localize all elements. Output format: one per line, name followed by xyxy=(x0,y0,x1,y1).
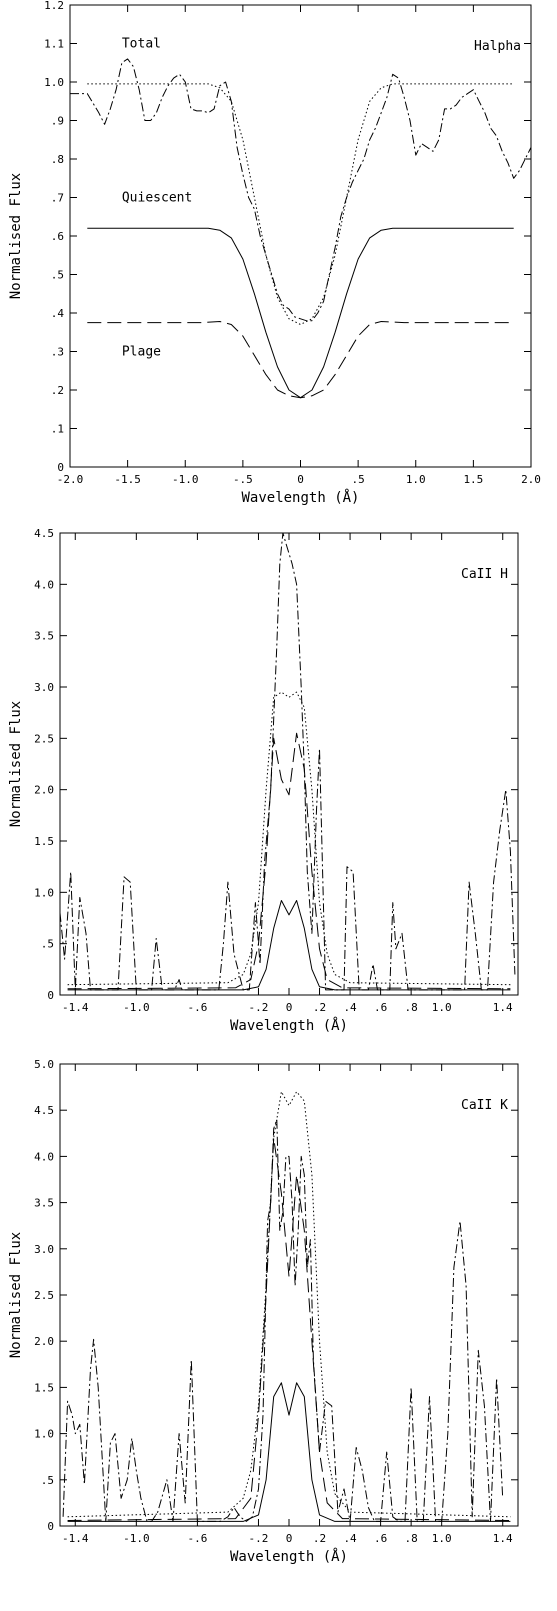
chart-panel-caii-h: -1.4 -1.0 -.6 -.2 0 .2 .4 .6 .8 1.0 1.4 0 .5 1.0 1.5 2.… xyxy=(8,527,519,1034)
y-tick-label: .3 xyxy=(51,346,64,359)
y-axis-title: Normalised Flux xyxy=(8,1232,24,1358)
y-tick-label: .1 xyxy=(51,423,64,436)
x-tick-label: .4 xyxy=(343,1532,357,1545)
y-tick-label: 0 xyxy=(47,1520,54,1533)
y-tick-label: 3.0 xyxy=(34,681,54,694)
x-tick-label: -.6 xyxy=(187,1532,207,1545)
chart-panel-halpha: -2.0 -1.5 -1.0 -.5 0 .5 1.0 1.5 2.0 0 .1 .2 .3 .4 .5 .6… xyxy=(8,0,541,506)
y-tick-label: 2.5 xyxy=(34,1289,54,1302)
series-line-longdash xyxy=(67,732,511,990)
y-tick-label: 3.0 xyxy=(34,1243,54,1256)
y-tick-label: .9 xyxy=(51,115,64,128)
x-axis-title: Wavelength (Å) xyxy=(230,1548,348,1565)
x-tick-label: .2 xyxy=(313,1001,326,1014)
x-tick-label: 1.0 xyxy=(432,1001,452,1014)
y-tick-label: .8 xyxy=(51,153,64,166)
series-line-dashdot xyxy=(70,58,532,322)
chart-panel-caii-k: -1.4 -1.0 -.6 -.2 0 .2 .4 .6 .8 1.0 1.4 0 .5 1.0 1.5 2.… xyxy=(8,1058,519,1565)
x-tick-label: .5 xyxy=(352,473,365,486)
y-tick-label: 0 xyxy=(47,989,54,1002)
x-tick-label: .8 xyxy=(405,1001,418,1014)
x-axis-title: Wavelength (Å) xyxy=(230,1017,348,1034)
x-tick-label: 2.0 xyxy=(521,473,541,486)
y-tick-label: 3.5 xyxy=(34,630,54,643)
x-tick-label: -1.4 xyxy=(62,1001,89,1014)
x-tick-label: .4 xyxy=(343,1001,357,1014)
y-tick-label: 1.0 xyxy=(44,76,64,89)
panel-annotation: CaII H xyxy=(461,567,508,582)
y-tick-label: 0 xyxy=(57,461,64,474)
x-tick-label: -2.0 xyxy=(57,473,84,486)
y-tick-label: .6 xyxy=(51,230,64,243)
y-tick-label: 5.0 xyxy=(34,1058,54,1071)
x-tick-label: 0 xyxy=(286,1532,293,1545)
x-tick-label: -.6 xyxy=(187,1001,207,1014)
series-line-longdash xyxy=(67,1137,511,1521)
y-tick-label: 1.5 xyxy=(34,1381,54,1394)
y-tick-label: .4 xyxy=(51,307,65,320)
y-tick-label: 1.5 xyxy=(34,835,54,848)
x-tick-label: .8 xyxy=(405,1532,418,1545)
y-tick-label: .7 xyxy=(51,192,64,205)
x-tick-label: 1.5 xyxy=(463,473,483,486)
series-line-solid xyxy=(67,1382,511,1522)
x-tick-label: -1.0 xyxy=(123,1001,150,1014)
x-tick-label: -.2 xyxy=(249,1532,269,1545)
series-line-dashdot xyxy=(59,532,516,991)
series-line-solid xyxy=(67,900,511,991)
curve-label: Total xyxy=(122,36,161,51)
y-tick-label: 4.0 xyxy=(34,578,54,591)
series-line-dotted xyxy=(87,83,514,325)
y-tick-label: .5 xyxy=(41,938,54,951)
y-tick-label: .5 xyxy=(51,269,64,282)
curve-label: Quiescent xyxy=(122,190,192,205)
x-tick-label: 1.0 xyxy=(432,1532,452,1545)
x-tick-label: -1.4 xyxy=(62,1532,89,1545)
y-tick-label: 4.5 xyxy=(34,527,54,540)
y-tick-label: 1.1 xyxy=(44,38,64,51)
x-axis-title: Wavelength (Å) xyxy=(241,489,359,506)
y-tick-label: 2.0 xyxy=(34,784,54,797)
y-tick-label: 2.5 xyxy=(34,732,54,745)
x-tick-label: .6 xyxy=(374,1532,387,1545)
x-tick-label: 1.4 xyxy=(493,1001,513,1014)
x-tick-label: -.2 xyxy=(249,1001,269,1014)
series-line-solid xyxy=(87,227,514,399)
y-tick-label: 1.2 xyxy=(44,0,64,12)
y-tick-label: .2 xyxy=(51,384,64,397)
y-tick-label: 4.0 xyxy=(34,1150,54,1163)
series-line-longdash xyxy=(87,321,514,399)
series-line-dashdot xyxy=(62,1118,504,1522)
y-axis-title: Normalised Flux xyxy=(8,701,24,827)
x-tick-label: .6 xyxy=(374,1001,387,1014)
x-tick-label: -1.5 xyxy=(114,473,141,486)
y-tick-label: 1.0 xyxy=(34,1428,54,1441)
x-tick-label: 0 xyxy=(297,473,304,486)
panel-annotation: Halpha xyxy=(474,39,521,54)
x-tick-label: -1.0 xyxy=(123,1532,150,1545)
y-tick-label: 1.0 xyxy=(34,886,54,899)
y-axis-title: Normalised Flux xyxy=(8,173,24,299)
curve-label: Plage xyxy=(122,344,161,359)
y-tick-label: .5 xyxy=(41,1474,54,1487)
y-tick-label: 2.0 xyxy=(34,1335,54,1348)
x-tick-label: .2 xyxy=(313,1532,326,1545)
plot-frame xyxy=(59,532,519,996)
series-line-dotted xyxy=(67,1091,511,1518)
x-tick-label: 1.0 xyxy=(406,473,426,486)
x-tick-label: -.5 xyxy=(233,473,253,486)
plot-frame xyxy=(59,1063,519,1527)
x-tick-label: 0 xyxy=(286,1001,293,1014)
x-tick-label: 1.4 xyxy=(493,1532,513,1545)
y-tick-label: 4.5 xyxy=(34,1104,54,1117)
series-line-dotted xyxy=(67,691,511,986)
x-tick-label: -1.0 xyxy=(172,473,199,486)
panel-annotation: CaII K xyxy=(461,1098,508,1113)
y-tick-label: 3.5 xyxy=(34,1197,54,1210)
